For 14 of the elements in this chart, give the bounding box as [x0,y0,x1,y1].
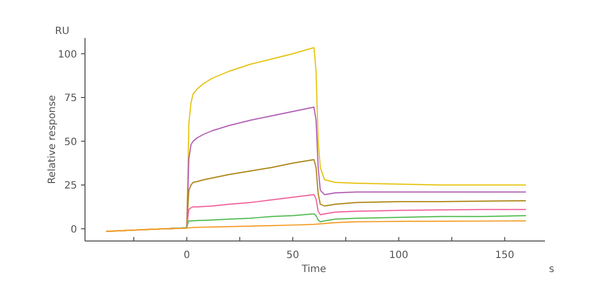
x-tick-label: 0 [184,250,190,261]
text: s [549,264,554,275]
x-tick-label: 100 [389,250,408,261]
y-tick-label: 75 [64,93,77,104]
y-tick-label: 25 [64,180,77,192]
y-axis-title: Relative response [47,95,58,184]
line-series [106,220,527,232]
y-tick-label: 100 [58,49,77,60]
x-tick-label: 150 [495,250,514,261]
x-axis-title: Time [300,264,326,275]
x-tick-label: 50 [286,250,300,261]
y-tick-label: 0 [70,224,77,236]
text: RU [55,26,70,37]
y-tick-label: 50 [64,136,77,148]
